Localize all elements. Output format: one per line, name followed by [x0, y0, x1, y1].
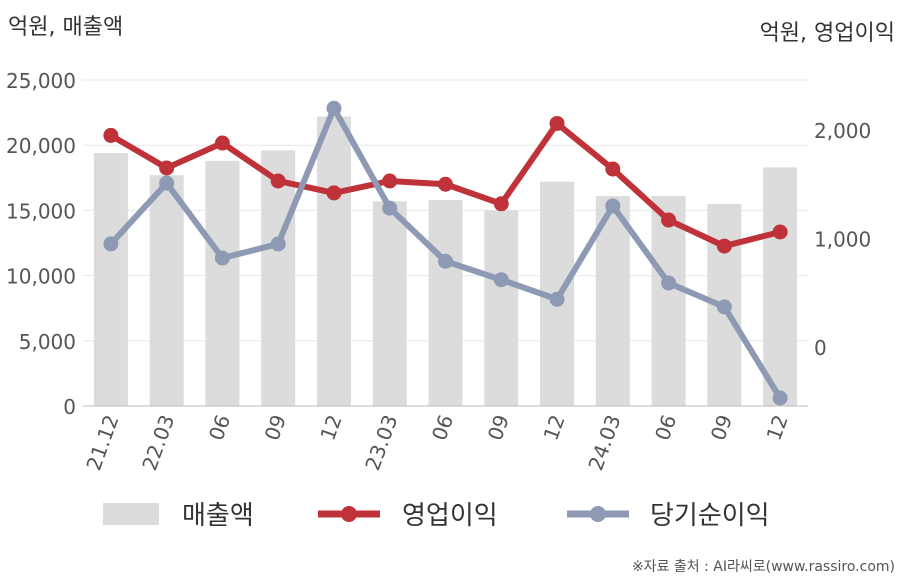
revenue-bars	[93, 116, 798, 407]
series-point	[270, 236, 286, 252]
source-note: ※자료 출처 : AI라씨로(www.rassiro.com)	[632, 559, 895, 575]
legend-swatch-operating-marker	[341, 506, 357, 522]
revenue-bar	[93, 153, 128, 406]
revenue-bar	[428, 199, 463, 406]
right-tick-label: 2,000	[814, 119, 871, 143]
x-tick-label: 12	[538, 412, 569, 444]
right-tick-label: 1,000	[814, 228, 871, 252]
series-point	[605, 161, 621, 177]
revenue-bar	[763, 167, 798, 406]
series-point	[382, 173, 398, 189]
x-tick-label: 06	[204, 412, 235, 444]
revenue-bar	[149, 175, 184, 406]
series-point	[661, 212, 677, 228]
series-point	[159, 160, 175, 176]
line-series	[103, 100, 788, 406]
left-axis-ticks: 0 5,000 10,000 15,000 20,000 25,000	[6, 69, 76, 419]
x-tick-label: 24.03	[583, 412, 625, 474]
left-tick-label: 15,000	[6, 199, 76, 223]
revenue-bar	[316, 116, 351, 407]
left-tick-label: 5,000	[19, 330, 76, 354]
series-point	[716, 299, 732, 315]
right-unit-label: 억원, 영업이익	[760, 21, 895, 46]
series-point	[326, 185, 342, 201]
legend-label-net: 당기순이익	[650, 501, 770, 531]
series-point	[772, 390, 788, 406]
series-point	[214, 135, 230, 151]
x-tick-label: 09	[706, 412, 737, 444]
revenue-bar	[205, 160, 240, 406]
left-tick-label: 10,000	[6, 265, 76, 289]
legend: 매출액 영업이익 당기순이익	[103, 501, 770, 531]
series-point	[270, 173, 286, 189]
series-point	[493, 196, 509, 212]
left-tick-label: 20,000	[6, 134, 76, 158]
net-income-series	[103, 100, 788, 406]
x-tick-label: 09	[260, 412, 291, 444]
series-point	[493, 272, 509, 288]
legend-swatch-revenue	[103, 503, 159, 525]
right-axis-ticks: 0 1,000 2,000	[814, 119, 871, 360]
series-point	[661, 275, 677, 291]
revenue-bar	[651, 196, 686, 406]
series-point	[549, 115, 565, 131]
revenue-bar	[261, 150, 296, 406]
series-point	[716, 238, 732, 254]
series-point	[605, 198, 621, 214]
legend-label-revenue: 매출액	[182, 501, 254, 531]
legend-label-operating: 영업이익	[402, 501, 498, 531]
operating-profit-series	[103, 115, 788, 254]
x-tick-label: 12	[315, 412, 346, 444]
x-axis-ticks: 21.12 22.03 06 09 12 23.03 06 09 12 24.03 06 09 12	[81, 412, 792, 474]
x-tick-label: 23.03	[360, 412, 402, 474]
x-tick-label: 21.12	[81, 412, 123, 474]
series-point	[438, 176, 453, 192]
series-point	[326, 100, 342, 116]
x-tick-label: 06	[650, 412, 681, 444]
left-tick-label: 0	[63, 395, 76, 419]
legend-swatch-net-marker	[590, 506, 606, 522]
x-tick-label: 22.03	[137, 412, 179, 474]
right-tick-label: 0	[814, 336, 827, 360]
revenue-bar	[595, 196, 630, 406]
series-point	[772, 224, 788, 240]
left-unit-label: 억원, 매출액	[8, 15, 123, 40]
x-tick-label: 09	[483, 412, 514, 444]
series-point	[103, 127, 119, 143]
series-point	[382, 200, 398, 216]
series-point	[214, 250, 230, 266]
series-point	[438, 253, 453, 269]
series-point	[159, 175, 175, 191]
revenue-bar	[372, 201, 407, 406]
left-tick-label: 25,000	[6, 69, 76, 93]
series-point	[549, 291, 565, 307]
series-point	[103, 236, 119, 252]
x-tick-label: 06	[427, 412, 458, 444]
revenue-bar	[484, 210, 519, 406]
x-tick-label: 12	[762, 412, 793, 444]
